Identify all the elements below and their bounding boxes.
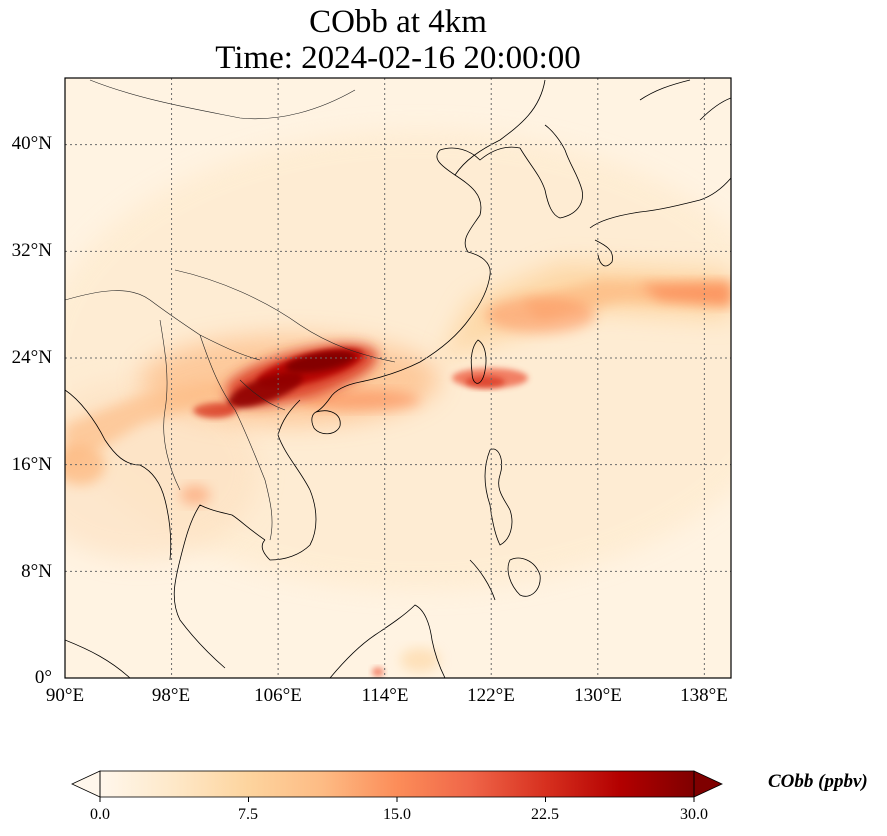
y-tick-label: 8°N [21, 561, 52, 582]
x-tick-label: 114°E [361, 685, 409, 706]
colorbar-tick-label: 7.5 [238, 806, 258, 823]
title-line-2: Time: 2024-02-16 20:00:00 [215, 40, 581, 76]
x-tick-label: 106°E [254, 685, 302, 706]
colorbar-extend-min [71, 770, 101, 798]
y-tick-label: 32°N [11, 240, 52, 261]
x-tick-label: 90°E [45, 685, 85, 706]
colorbar-tick-label: 0.0 [90, 806, 110, 823]
borders [65, 79, 396, 541]
x-tick-label: 130°E [574, 685, 622, 706]
y-tick-label: 0° [34, 667, 52, 688]
colorbar-gradient [100, 771, 694, 797]
y-tick-label: 24°N [11, 347, 52, 368]
coastlines [65, 79, 731, 678]
x-tick-label: 98°E [151, 685, 191, 706]
colorbar-tick-label: 22.5 [531, 806, 559, 823]
colorbar-tick-label: 30.0 [680, 806, 708, 823]
y-tick-label: 16°N [11, 454, 52, 475]
colorbar-label: CObb (ppbv) [768, 771, 868, 792]
map-frame [64, 77, 732, 679]
y-tick-label: 40°N [11, 133, 52, 154]
co-field [65, 130, 731, 677]
colorbar-extend-max [693, 770, 723, 798]
title-line-1: CObb at 4km [309, 4, 487, 40]
colorbar-tick-label: 15.0 [383, 806, 411, 823]
colorbar [71, 770, 723, 802]
x-tick-label: 122°E [467, 685, 515, 706]
x-tick-label: 138°E [680, 685, 728, 706]
